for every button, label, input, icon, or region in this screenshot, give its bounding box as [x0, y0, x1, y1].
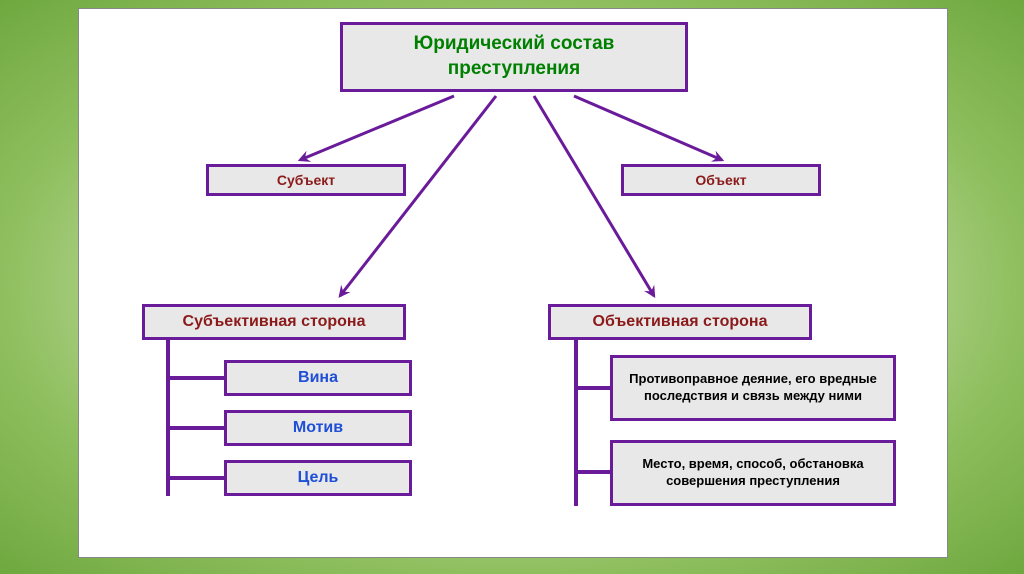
wrongful-act-label: Противоправное деяние, его вредные после… — [621, 371, 885, 405]
goal-label: Цель — [298, 468, 339, 489]
objective-side-box: Объективная сторона — [548, 304, 812, 340]
subjective-side-label: Субъективная сторона — [183, 312, 366, 333]
guilt-label: Вина — [298, 368, 338, 389]
wrongful-act-box: Противоправное деяние, его вредные после… — [610, 355, 896, 421]
object-label: Объект — [695, 171, 746, 189]
goal-box: Цель — [224, 460, 412, 496]
objective-side-label: Объективная сторона — [593, 312, 768, 333]
guilt-box: Вина — [224, 360, 412, 396]
subjective-side-box: Субъективная сторона — [142, 304, 406, 340]
subject-label: Субъект — [277, 171, 335, 189]
object-box: Объект — [621, 164, 821, 196]
motive-box: Мотив — [224, 410, 412, 446]
motive-label: Мотив — [293, 418, 343, 439]
title-box: Юридический состав преступления — [340, 22, 688, 92]
circumstances-label: Место, время, способ, обстановка соверше… — [621, 456, 885, 490]
circumstances-box: Место, время, способ, обстановка соверше… — [610, 440, 896, 506]
subject-box: Субъект — [206, 164, 406, 196]
title-text: Юридический состав преступления — [351, 32, 677, 81]
